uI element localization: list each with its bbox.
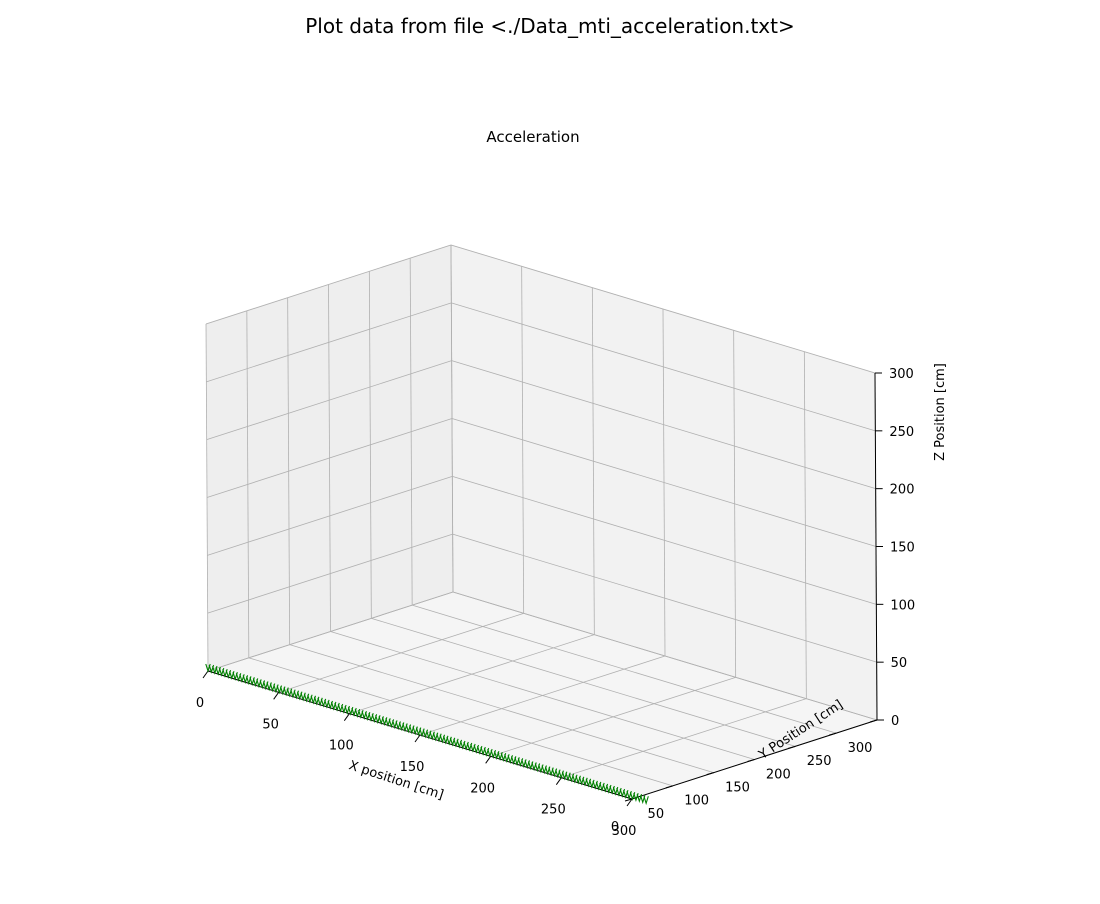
grid-line-y-floor [371,617,796,747]
grid-line-z-back [452,533,877,663]
z-tick-label: 300 [889,367,914,382]
y-tick [665,785,673,789]
x-tick [414,734,421,743]
x-tick-label: 0 [196,696,204,711]
grid-line-y-floor [248,657,673,787]
grid-line-y-floor [412,604,837,734]
grid-line-z-back [452,591,878,721]
grid-line-z-side [206,360,452,441]
x-tick-label: 200 [470,781,495,796]
y-tick-label: 200 [766,767,791,782]
y-tick-label: 50 [648,807,665,822]
axes-panes [205,244,877,799]
x-tick-label: 50 [262,717,279,732]
y-tick [829,732,837,736]
x-tick [273,692,280,700]
figure-suptitle: Plot data from file <./Data_mti_accelera… [305,14,795,38]
y-tick [747,759,755,762]
grid-line-z-side [206,302,452,383]
grid-line-y-floor [289,644,714,774]
grid-line-z-side [207,533,453,614]
axes-title: Acceleration [486,128,579,146]
z-tick-label: 150 [890,541,915,556]
data-marks [205,663,649,806]
y-tick-label: 100 [684,794,709,809]
x-tick-label: 100 [329,739,354,754]
y-tick [788,745,796,749]
grid-line-z-side [207,591,454,672]
grid-line-z-side [207,475,453,556]
y-tick-label: 0 [611,820,619,835]
z-tick-label: 100 [890,598,915,613]
y-tick [869,719,878,723]
y-tick [706,772,714,776]
grid-line-z-back [451,418,877,547]
y-tick-label: 150 [725,781,750,796]
y-tick-label: 250 [807,754,832,769]
grid-line-z-back [450,244,876,374]
grid-line-z-back [451,360,876,490]
z-axis-label: Z Position [cm] [933,363,948,461]
x-tick [343,713,350,721]
grid-lines [205,244,878,800]
axis-ticks: 0501001502002503000501001502002503000501… [196,367,915,839]
grid-line-z-back [451,302,876,432]
z-tick-label: 50 [891,656,908,671]
x-tick-label: 150 [400,760,425,775]
grid-line-y-floor [330,631,755,760]
x-axis-label: X position [cm] [347,758,445,803]
x-tick [626,798,633,807]
grid-line-z-back [452,475,877,605]
y-tick [624,798,633,802]
x-tick [202,670,209,679]
x-tick-label: 250 [541,803,566,818]
data-arrow [643,796,649,806]
x-tick [555,777,562,785]
z-tick-label: 200 [890,483,915,498]
x-tick-label: 300 [612,824,637,839]
grid-line-z-side [205,244,452,325]
z-tick-label: 0 [891,714,899,729]
grid-line-z-side [206,418,453,498]
y-tick-label: 300 [848,741,873,756]
z-tick-label: 250 [889,425,914,440]
